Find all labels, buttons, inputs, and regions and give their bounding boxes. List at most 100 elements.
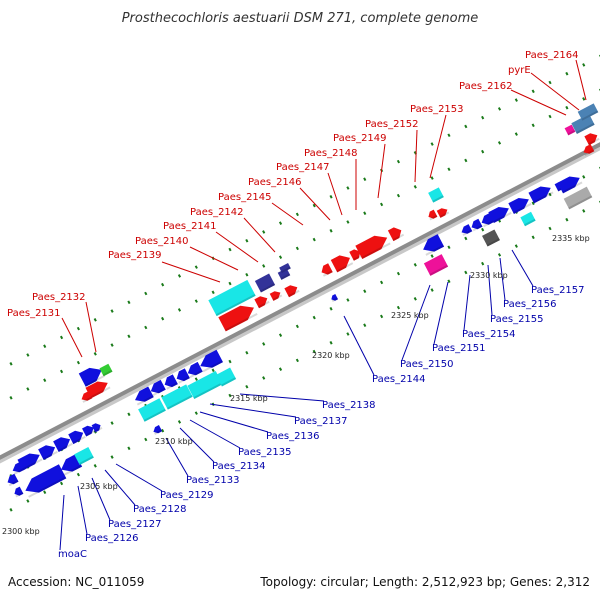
gene-red-45[interactable] [436, 206, 450, 218]
gene-blue-40[interactable] [330, 293, 339, 303]
gene-label-top[interactable]: Paes_2141 [163, 221, 217, 232]
gene-cyan-23[interactable] [161, 384, 193, 410]
gene-label-bottom[interactable]: Paes_2129 [160, 490, 214, 501]
leader-line-bottom [433, 281, 449, 345]
gene-label-top[interactable]: Paes_2148 [304, 148, 358, 159]
gene-blue-19[interactable] [174, 368, 190, 384]
gene-blue-6[interactable] [91, 422, 103, 433]
gene-blue-21[interactable] [197, 349, 223, 373]
gene-red-14[interactable] [85, 378, 111, 399]
gene-cyan-50[interactable] [520, 211, 536, 227]
gene-label-bottom[interactable]: Paes_2134 [212, 461, 266, 472]
gene-red-35[interactable] [319, 263, 333, 277]
leader-line-top [215, 231, 259, 263]
gene-label-top[interactable]: Paes_2146 [248, 177, 302, 188]
gene-blue-12[interactable] [78, 363, 106, 387]
gene-red-39[interactable] [387, 225, 405, 242]
gene-navy-34[interactable] [279, 263, 291, 273]
gene-cyan-43[interactable] [428, 187, 444, 203]
gene-red-29[interactable] [254, 294, 270, 309]
gene-red-28[interactable] [218, 301, 258, 332]
gene-label-bottom[interactable]: Paes_2154 [462, 329, 516, 340]
gene-label-bottom[interactable]: Paes_2138 [322, 400, 376, 411]
gene-label-top[interactable]: Paes_2131 [7, 308, 61, 319]
gene-red-30[interactable] [269, 289, 283, 301]
gene-label-top[interactable]: Paes_2145 [218, 192, 272, 203]
gene-red-44[interactable] [427, 209, 438, 221]
gene-blue-53[interactable] [528, 183, 554, 204]
gene-label-top[interactable]: Paes_2149 [333, 133, 387, 144]
gene-blue-16[interactable] [132, 386, 154, 406]
gene-label-top[interactable]: Paes_2142 [190, 207, 244, 218]
gene-blue-7[interactable] [5, 473, 19, 487]
gene-label-bottom[interactable]: Paes_2157 [531, 285, 585, 296]
gene-darkgray-51[interactable] [482, 229, 500, 247]
gene-label-top[interactable]: Paes_2147 [276, 162, 330, 173]
gene-blue-2[interactable] [38, 442, 58, 461]
gene-cyan-27[interactable] [208, 279, 256, 317]
gene-label-top[interactable]: pyrE [508, 65, 531, 76]
gene-blue-3[interactable] [53, 434, 73, 453]
gene-blue-18[interactable] [162, 374, 178, 390]
gene-navy-32[interactable] [254, 273, 276, 293]
gene-label-top[interactable]: Paes_2162 [459, 81, 513, 92]
gene-red-60[interactable] [584, 131, 600, 146]
map-title: Prosthecochloris aestuarii DSM 271, comp… [122, 11, 479, 26]
gene-shadow [143, 408, 166, 422]
gene-label-bottom[interactable]: Paes_2150 [400, 359, 454, 370]
gene-shadow [272, 294, 283, 301]
gene-label-top[interactable]: Paes_2132 [32, 292, 86, 303]
gene-red-15[interactable] [80, 391, 93, 403]
gene-label-top[interactable]: Paes_2140 [135, 236, 189, 247]
gene-label-bottom[interactable]: Paes_2136 [266, 431, 320, 442]
gene-label-bottom[interactable]: moaC [58, 549, 87, 560]
gene-red-31[interactable] [284, 283, 300, 298]
gene-label-bottom[interactable]: Paes_2133 [186, 475, 240, 486]
gene-blue-46[interactable] [460, 224, 473, 236]
gene-blue-20[interactable] [185, 361, 203, 379]
gene-blue-47[interactable] [469, 218, 483, 232]
gene-blue-55[interactable] [557, 173, 583, 194]
gene-blue-9[interactable] [22, 464, 67, 498]
gene-blue-5[interactable] [82, 423, 96, 437]
gene-blue-52[interactable] [508, 194, 532, 214]
gene-steel-59[interactable] [577, 103, 599, 121]
gene-label-top[interactable]: Paes_2152 [365, 119, 419, 130]
gene-blue-17[interactable] [148, 379, 166, 397]
gene-red-36[interactable] [330, 252, 354, 273]
gene-shape [176, 368, 190, 382]
gene-label-bottom[interactable]: Paes_2155 [490, 314, 544, 325]
gene-magenta-42[interactable] [423, 254, 449, 276]
gene-label-bottom[interactable]: Paes_2151 [432, 343, 486, 354]
gene-label-bottom[interactable]: Paes_2128 [133, 504, 187, 515]
gene-red-61[interactable] [582, 144, 595, 156]
gene-magenta-57[interactable] [564, 124, 576, 136]
gene-blue-49[interactable] [488, 203, 512, 223]
gene-steel-58[interactable] [571, 114, 595, 134]
leader-line-top [189, 246, 239, 271]
gene-red-38[interactable] [355, 231, 391, 260]
gene-cyan-25[interactable] [215, 367, 237, 387]
gene-label-top[interactable]: Paes_2164 [525, 50, 579, 61]
gene-blue-1[interactable] [17, 450, 43, 471]
gene-label-top[interactable]: Paes_2153 [410, 104, 464, 115]
gene-label-bottom[interactable]: Paes_2126 [85, 533, 139, 544]
gene-label-bottom[interactable]: Paes_2127 [108, 519, 162, 530]
gene-gray-56[interactable] [563, 186, 593, 210]
gene-blue-4[interactable] [68, 428, 86, 445]
gene-green-13[interactable] [99, 363, 113, 377]
gene-blue-41[interactable] [420, 234, 445, 256]
gene-blue-8[interactable] [13, 486, 24, 498]
gene-label-bottom[interactable]: Paes_2137 [294, 416, 348, 427]
gene-navy-33[interactable] [277, 268, 291, 280]
gene-cyan-24[interactable] [187, 370, 223, 400]
gene-shape [53, 437, 71, 453]
gene-label-bottom[interactable]: Paes_2144 [372, 374, 426, 385]
gene-shadow [154, 429, 163, 435]
gene-cyan-22[interactable] [138, 398, 166, 422]
gene-label-bottom[interactable]: Paes_2156 [503, 299, 557, 310]
gene-label-bottom[interactable]: Paes_2135 [238, 447, 292, 458]
gene-label-top[interactable]: Paes_2139 [108, 250, 162, 261]
gene-blue-26[interactable] [152, 425, 163, 435]
gene-cyan-11[interactable] [74, 446, 94, 466]
